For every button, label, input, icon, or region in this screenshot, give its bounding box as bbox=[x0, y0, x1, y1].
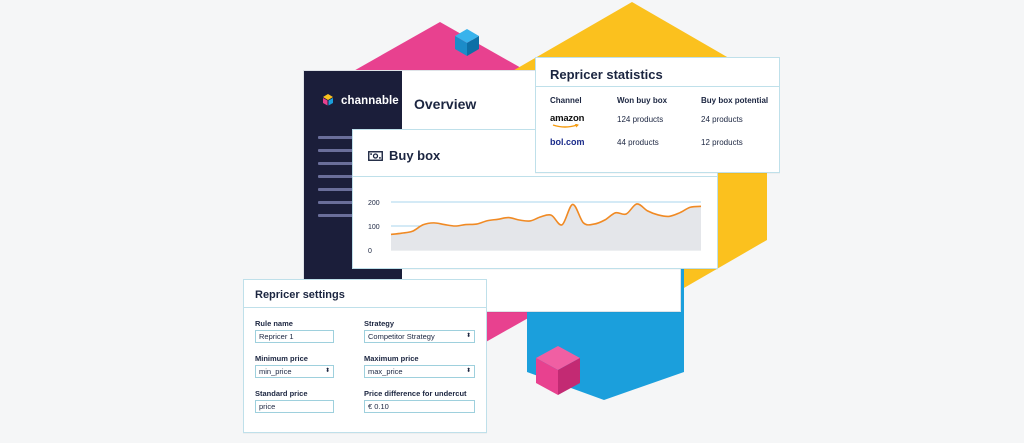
sidebar-item-6[interactable] bbox=[318, 201, 371, 204]
chart-series-line bbox=[390, 203, 702, 236]
repricer-statistics-card: Repricer statistics Channel Won buy box … bbox=[535, 57, 780, 173]
select-caret-icon: ⬍ bbox=[465, 368, 471, 374]
sidebar-item-5[interactable] bbox=[318, 188, 371, 191]
minimum-price-label: Minimum price bbox=[255, 354, 308, 363]
standard-price-label: Standard price bbox=[255, 389, 308, 398]
standard-price-input[interactable]: price bbox=[255, 400, 334, 413]
statistics-title: Repricer statistics bbox=[550, 67, 663, 82]
divider bbox=[244, 307, 486, 308]
standard-price-value: price bbox=[259, 402, 276, 411]
amazon-logo-text: amazon bbox=[550, 113, 585, 124]
pink-cube-right bbox=[558, 358, 580, 395]
undercut-value: € 0.10 bbox=[368, 402, 389, 411]
y-tick-label: 100 bbox=[368, 224, 380, 231]
page-title: Overview bbox=[414, 96, 477, 112]
sidebar-item-3[interactable] bbox=[318, 162, 371, 165]
repricer-settings-card: Repricer settings Rule name Repricer 1 S… bbox=[243, 279, 487, 433]
minimum-price-select[interactable]: min_price ⬍ bbox=[255, 365, 334, 378]
y-tick-label: 200 bbox=[368, 200, 380, 207]
pink-cube-left bbox=[536, 358, 558, 395]
blue-cube-left bbox=[455, 36, 467, 56]
strategy-value: Competitor Strategy bbox=[368, 332, 435, 341]
y-tick-label: 0 bbox=[368, 248, 372, 255]
sidebar-item-1[interactable] bbox=[318, 136, 371, 139]
buy-box-title: Buy box bbox=[389, 148, 441, 163]
maximum-price-label: Maximum price bbox=[364, 354, 419, 363]
strategy-select[interactable]: Competitor Strategy ⬍ bbox=[364, 330, 475, 343]
money-icon bbox=[368, 151, 383, 161]
channable-logo: channable bbox=[320, 93, 399, 109]
strategy-label: Strategy bbox=[364, 319, 395, 328]
bol-logo-text: bol.com bbox=[550, 137, 585, 147]
column-header-potential: Buy box potential bbox=[701, 96, 769, 105]
maximum-price-value: max_price bbox=[368, 367, 403, 376]
select-caret-icon: ⬍ bbox=[465, 333, 471, 339]
chart-area bbox=[391, 203, 701, 250]
sidebar-item-2[interactable] bbox=[318, 149, 371, 152]
rule-name-input[interactable]: Repricer 1 bbox=[255, 330, 334, 343]
table-cell-won: 124 products bbox=[617, 115, 664, 124]
rule-name-label: Rule name bbox=[255, 319, 293, 328]
amazon-smile-icon bbox=[552, 124, 579, 128]
amazon-logo: amazon bbox=[550, 113, 585, 128]
column-header-won: Won buy box bbox=[617, 96, 668, 105]
column-header-channel: Channel bbox=[550, 96, 582, 105]
select-caret-icon: ⬍ bbox=[324, 368, 330, 374]
buy-box-chart: 0 100 200 bbox=[368, 200, 702, 255]
bol-logo: bol.com bbox=[550, 137, 585, 147]
logo-text: channable bbox=[341, 95, 399, 107]
rule-name-value: Repricer 1 bbox=[259, 332, 294, 341]
undercut-label: Price difference for undercut bbox=[364, 389, 467, 398]
maximum-price-select[interactable]: max_price ⬍ bbox=[364, 365, 475, 378]
table-cell-potential: 24 products bbox=[701, 115, 743, 124]
undercut-input[interactable]: € 0.10 bbox=[364, 400, 475, 413]
buy-box-header: Buy box bbox=[353, 130, 717, 177]
divider bbox=[536, 86, 779, 87]
minimum-price-value: min_price bbox=[259, 367, 292, 376]
table-cell-won: 44 products bbox=[617, 138, 659, 147]
channable-logo-icon bbox=[323, 94, 333, 106]
sidebar-item-7[interactable] bbox=[318, 214, 371, 217]
settings-title: Repricer settings bbox=[255, 289, 345, 301]
sidebar-item-4[interactable] bbox=[318, 175, 371, 178]
table-cell-potential: 12 products bbox=[701, 138, 743, 147]
blue-cube-right bbox=[467, 36, 479, 56]
